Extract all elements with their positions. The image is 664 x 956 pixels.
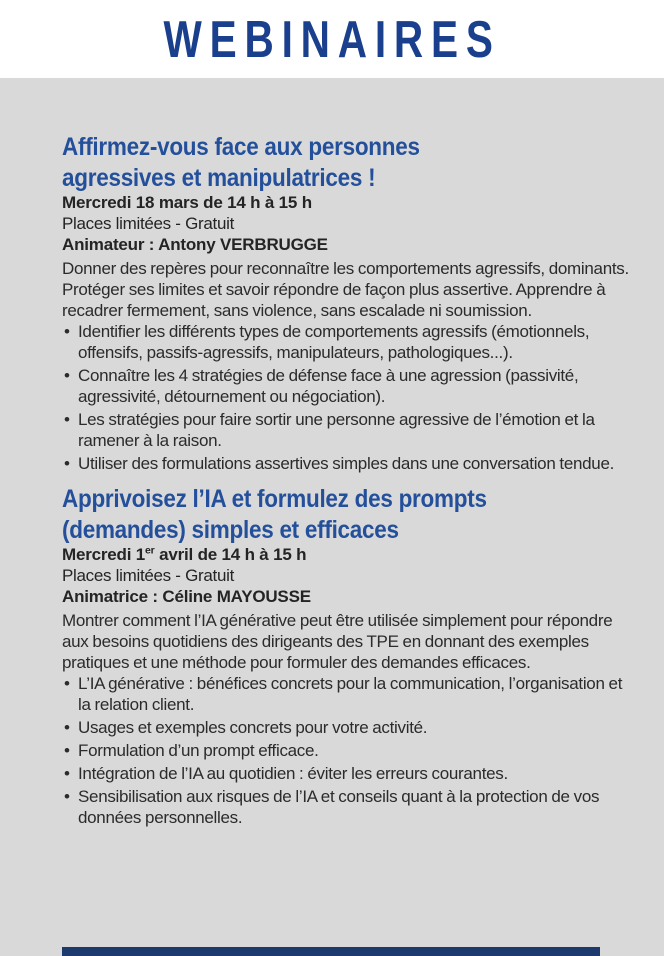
list-item: • Formulation d’un prompt efficace. (62, 740, 632, 761)
bullet-text: Utiliser des formulations assertives sim… (78, 454, 615, 473)
bullet-icon: • (64, 366, 70, 385)
bullet-icon: • (64, 764, 70, 783)
section-title: Affirmez-vous face aux personnes agressi… (62, 132, 632, 194)
section-title-line-2: agressives et manipulatrices ! (62, 164, 376, 192)
session-date: Mercredi 1er avril de 14 h à 15 h (62, 544, 632, 565)
list-item: • L’IA générative : bénéfices concrets p… (62, 673, 632, 715)
list-item: • Identifier les différents types de com… (62, 321, 632, 363)
session-availability: Places limitées - Gratuit (62, 566, 234, 585)
section-title-line-1: Affirmez-vous face aux personnes (62, 133, 420, 161)
bullet-text: Identifier les différents types de compo… (78, 322, 590, 362)
bullet-list: • L’IA générative : bénéfices concrets p… (62, 673, 632, 828)
session-date-sup: er (145, 544, 155, 557)
webinar-section-1: Affirmez-vous face aux personnes agressi… (62, 132, 632, 474)
bullet-icon: • (64, 787, 70, 806)
session-date-text: Mercredi 18 mars de 14 h à 15 h (62, 193, 312, 212)
content-area: Affirmez-vous face aux personnes agressi… (0, 78, 664, 956)
webinar-section-2: Apprivoisez l’IA et formulez des prompts… (62, 484, 632, 828)
list-item: • Les stratégies pour faire sortir une p… (62, 409, 632, 451)
bullet-icon: • (64, 410, 70, 429)
session-host: Animateur : Antony VERBRUGGE (62, 235, 328, 254)
section-description: Donner des repères pour reconnaître les … (62, 259, 629, 320)
page-header: WEBINAIRES (0, 0, 664, 78)
page-title: WEBINAIRES (163, 11, 501, 69)
list-item: • Connaître les 4 stratégies de défense … (62, 365, 632, 407)
bullet-text: Sensibilisation aux risques de l’IA et c… (78, 787, 600, 827)
bullet-text: Formulation d’un prompt efficace. (78, 741, 319, 760)
footer-rule-bar (62, 947, 600, 956)
bullet-text: Intégration de l’IA au quotidien : évite… (78, 764, 508, 783)
session-date: Mercredi 18 mars de 14 h à 15 h (62, 192, 632, 213)
list-item: • Sensibilisation aux risques de l’IA et… (62, 786, 632, 828)
session-date-rest: avril de 14 h à 15 h (154, 545, 307, 564)
session-host: Animatrice : Céline MAYOUSSE (62, 587, 311, 606)
bullet-text: L’IA générative : bénéfices concrets pou… (78, 674, 623, 714)
section-title: Apprivoisez l’IA et formulez des prompts… (62, 484, 632, 546)
section-description: Montrer comment l’IA générative peut êtr… (62, 611, 613, 672)
bullet-icon: • (64, 741, 70, 760)
section-title-line-1: Apprivoisez l’IA et formulez des prompts (62, 485, 487, 513)
list-item: • Utiliser des formulations assertives s… (62, 453, 632, 474)
bullet-text: Usages et exemples concrets pour votre a… (78, 718, 428, 737)
bullet-list: • Identifier les différents types de com… (62, 321, 632, 474)
bullet-text: Connaître les 4 stratégies de défense fa… (78, 366, 579, 406)
list-item: • Usages et exemples concrets pour votre… (62, 717, 632, 738)
list-item: • Intégration de l’IA au quotidien : évi… (62, 763, 632, 784)
session-date-text: Mercredi 1 (62, 545, 146, 564)
bullet-icon: • (64, 454, 70, 473)
bullet-icon: • (64, 674, 70, 693)
bullet-icon: • (64, 718, 70, 737)
section-title-line-2: (demandes) simples et efficaces (62, 516, 399, 544)
session-availability: Places limitées - Gratuit (62, 214, 234, 233)
bullet-text: Les stratégies pour faire sortir une per… (78, 410, 595, 450)
bullet-icon: • (64, 322, 70, 341)
